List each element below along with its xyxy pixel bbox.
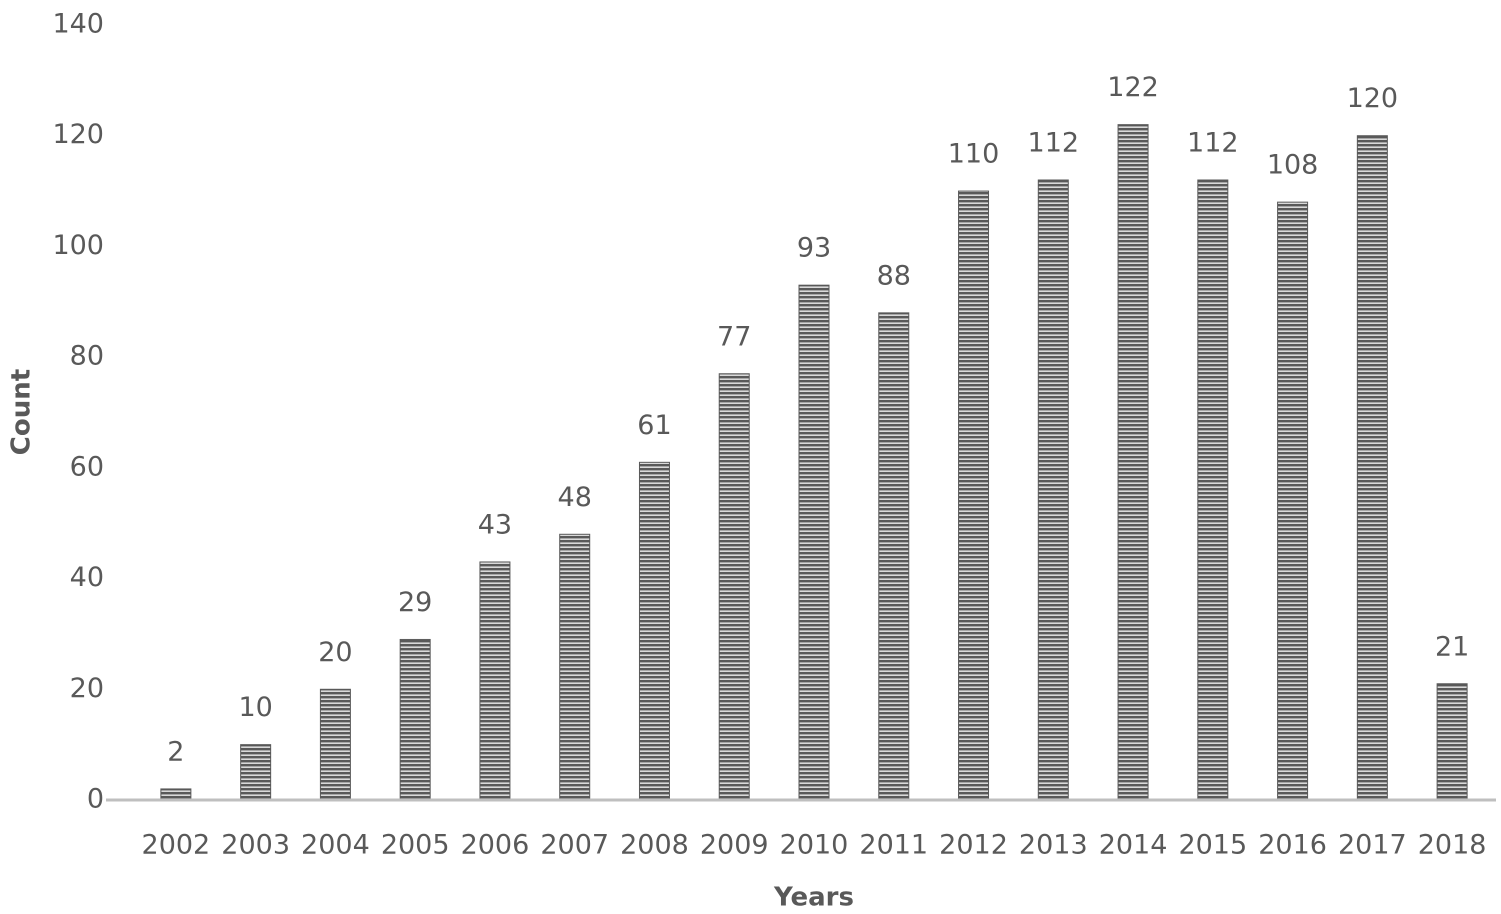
x-tick-label: 2007 bbox=[540, 830, 609, 861]
value-label: 2 bbox=[167, 736, 184, 767]
x-tick-label: 2005 bbox=[381, 830, 450, 861]
value-label: 10 bbox=[238, 692, 272, 723]
y-tick-label: 100 bbox=[52, 230, 104, 261]
value-label: 21 bbox=[1435, 631, 1469, 662]
x-tick-label: 2011 bbox=[859, 830, 928, 861]
value-label: 43 bbox=[478, 509, 512, 540]
bar bbox=[638, 461, 670, 801]
value-label: 110 bbox=[948, 139, 1000, 170]
y-axis-title: Count bbox=[7, 369, 37, 455]
bar bbox=[1277, 201, 1309, 801]
x-tick-label: 2002 bbox=[142, 830, 211, 861]
bar bbox=[160, 788, 192, 801]
x-tick-label: 2008 bbox=[620, 830, 689, 861]
y-tick-label: 0 bbox=[87, 784, 104, 815]
bar bbox=[1436, 683, 1468, 801]
value-label: 122 bbox=[1107, 72, 1159, 103]
value-label: 112 bbox=[1187, 128, 1239, 159]
x-tick-label: 2015 bbox=[1178, 830, 1247, 861]
x-tick-label: 2012 bbox=[939, 830, 1008, 861]
value-label: 48 bbox=[558, 482, 592, 513]
value-label: 61 bbox=[637, 410, 671, 441]
x-tick-label: 2016 bbox=[1258, 830, 1327, 861]
bar bbox=[559, 533, 591, 801]
x-axis-title: Years bbox=[773, 883, 854, 913]
value-label: 112 bbox=[1028, 128, 1080, 159]
y-tick-label: 80 bbox=[70, 341, 104, 372]
value-label: 20 bbox=[318, 637, 352, 668]
value-label: 77 bbox=[717, 321, 751, 352]
value-label: 88 bbox=[877, 260, 911, 291]
y-tick-label: 120 bbox=[52, 119, 104, 150]
bar bbox=[878, 312, 910, 801]
value-label: 108 bbox=[1267, 150, 1319, 181]
bar bbox=[1197, 179, 1229, 801]
value-label: 120 bbox=[1347, 83, 1399, 114]
x-tick-label: 2010 bbox=[780, 830, 849, 861]
bar bbox=[798, 284, 830, 801]
y-tick-label: 20 bbox=[70, 673, 104, 704]
x-tick-label: 2014 bbox=[1099, 830, 1168, 861]
bar bbox=[1117, 124, 1149, 801]
bar bbox=[718, 373, 750, 801]
bar bbox=[1356, 135, 1388, 801]
y-tick-label: 40 bbox=[70, 562, 104, 593]
bar bbox=[319, 688, 351, 801]
bar bbox=[240, 744, 272, 801]
y-tick-label: 60 bbox=[70, 451, 104, 482]
x-tick-label: 2003 bbox=[221, 830, 290, 861]
bar bbox=[479, 561, 511, 801]
x-tick-label: 2018 bbox=[1418, 830, 1487, 861]
x-tick-label: 2013 bbox=[1019, 830, 1088, 861]
x-tick-label: 2004 bbox=[301, 830, 370, 861]
x-tick-label: 2017 bbox=[1338, 830, 1407, 861]
bar bbox=[958, 190, 990, 801]
value-label: 29 bbox=[398, 587, 432, 618]
bar bbox=[1037, 179, 1069, 801]
value-label: 93 bbox=[797, 233, 831, 264]
x-tick-label: 2009 bbox=[700, 830, 769, 861]
x-tick-label: 2006 bbox=[461, 830, 530, 861]
bar bbox=[399, 638, 431, 801]
y-tick-label: 140 bbox=[52, 9, 104, 40]
